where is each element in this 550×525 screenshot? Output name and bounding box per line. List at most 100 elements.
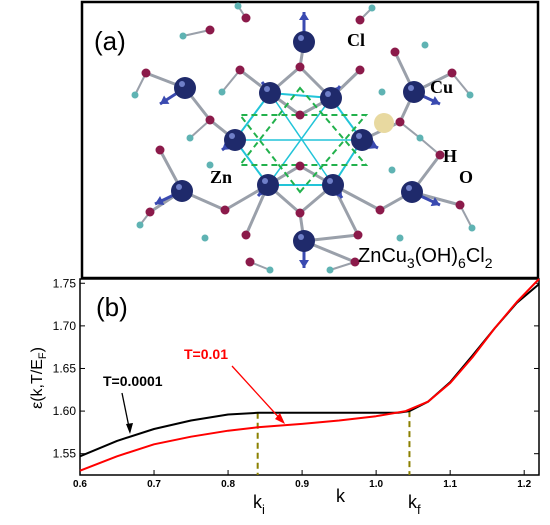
h-atom (218, 88, 226, 96)
x-axis-label: k (336, 486, 346, 506)
cu-atom-highlight (298, 234, 304, 240)
o-atom (205, 115, 215, 125)
formula: ZnCu3(OH)6Cl2 (358, 245, 493, 271)
y-tick-label: 1.75 (53, 276, 77, 290)
cu-atom (293, 230, 315, 252)
o-h-bond (182, 29, 211, 37)
h-atom (468, 224, 476, 232)
cu-atom (224, 129, 246, 151)
x-tick-label: 0.6 (73, 479, 87, 490)
o-h-bond (451, 72, 471, 96)
cu-atom (259, 82, 281, 104)
cu-atom-highlight (408, 85, 414, 91)
spin-arrowhead (430, 197, 440, 207)
cu-atom (257, 174, 279, 196)
cu-atom (320, 87, 342, 109)
panel-b-chart: 0.6 0.7 0.8 0.9 1.0 1.1 1.2 1.551.601.651.701.… (29, 276, 540, 517)
o-atom (295, 110, 305, 120)
cu-atom-highlight (356, 133, 362, 139)
o-atom (350, 257, 360, 267)
o-atom (295, 208, 305, 218)
o-atom (395, 117, 405, 127)
o-h-bond (221, 69, 241, 93)
cu-atom (322, 174, 344, 196)
k-i-label: ki (253, 492, 265, 517)
x-tick-label: 1.2 (517, 479, 531, 490)
h-atom (368, 4, 376, 12)
y-tick-label: 1.60 (53, 404, 77, 418)
atom-label-cu: Cu (430, 77, 453, 97)
h-atom (421, 41, 429, 49)
arrowhead-red (275, 413, 285, 424)
o-atom (205, 25, 215, 35)
series-line (79, 278, 540, 472)
cu-atom-highlight (176, 184, 182, 190)
o-atom (220, 205, 230, 215)
spin-arrowhead (299, 260, 309, 268)
y-axis-ticks: 1.55 1.60 1.65 1.70 1.75 (53, 276, 539, 461)
annotation-t-01: T=0.01 (184, 346, 228, 362)
o-atom (390, 47, 400, 57)
cu-atom-highlight (325, 91, 331, 97)
cu-atom (401, 181, 423, 203)
h-atom (416, 134, 424, 142)
spin-arrowhead (155, 196, 165, 206)
spin-arrowhead (430, 96, 440, 106)
cu-atom (293, 31, 315, 53)
o-atom (455, 200, 465, 210)
atom-label-cl: Cl (347, 30, 365, 50)
o-atom (235, 65, 245, 75)
series-lines (79, 278, 540, 472)
cu-atom (174, 77, 196, 99)
h-atom (131, 91, 139, 99)
h-atom (378, 88, 386, 96)
y-axis-label: ε(k,T/EF) (29, 347, 49, 409)
h-atom (234, 2, 242, 10)
o-atom (353, 230, 363, 240)
h-atom (388, 166, 396, 174)
y-tick-label: 1.55 (53, 447, 77, 461)
k-f-label: kf (408, 492, 421, 517)
h-atom (396, 234, 404, 242)
o-atom (295, 62, 305, 72)
zn-atom (374, 113, 394, 133)
o-atom (447, 68, 457, 78)
x-tick-label: 0.9 (295, 479, 309, 490)
cu-atom (171, 180, 193, 202)
o-atom (145, 207, 155, 217)
x-tick-label: 1.0 (369, 479, 383, 490)
x-tick-label: 1.1 (443, 479, 457, 490)
o-atom (435, 150, 445, 160)
plot-frame (79, 278, 540, 476)
atom-label-zn: Zn (210, 167, 232, 187)
y-tick-label: 1.65 (53, 361, 77, 375)
o-atom (245, 257, 255, 267)
o-atom (355, 15, 365, 25)
cu-atom-highlight (264, 86, 270, 92)
h-atom (466, 91, 474, 99)
panel-b-label: (b) (96, 292, 128, 322)
x-axis-ticks: 0.6 0.7 0.8 0.9 1.0 1.1 1.2 (73, 470, 532, 490)
cu-atom-highlight (406, 185, 412, 191)
cu-atom-highlight (179, 81, 185, 87)
panel-a-crystal-structure: (a) Cl Cu Zn H O ZnCu3(OH)6Cl2 (80, 0, 540, 280)
atoms (131, 2, 476, 274)
cu-atom-highlight (262, 178, 268, 184)
cu-atom-highlight (229, 133, 235, 139)
annotation-t-0001: T=0.0001 (103, 373, 163, 389)
h-atom (201, 234, 209, 242)
h-atom (326, 266, 334, 274)
h-atom (186, 134, 194, 142)
h-atom (266, 266, 274, 274)
h-atom (136, 221, 144, 229)
atom-label-h: H (443, 146, 457, 166)
x-tick-label: 0.8 (221, 479, 235, 490)
cu-atom-highlight (298, 35, 304, 41)
panel-a-label: (a) (94, 26, 126, 56)
h-atom (179, 32, 187, 40)
atom-label-o: O (459, 167, 473, 187)
cu-atom (403, 81, 425, 103)
o-atom (375, 205, 385, 215)
o-atom (141, 68, 151, 78)
